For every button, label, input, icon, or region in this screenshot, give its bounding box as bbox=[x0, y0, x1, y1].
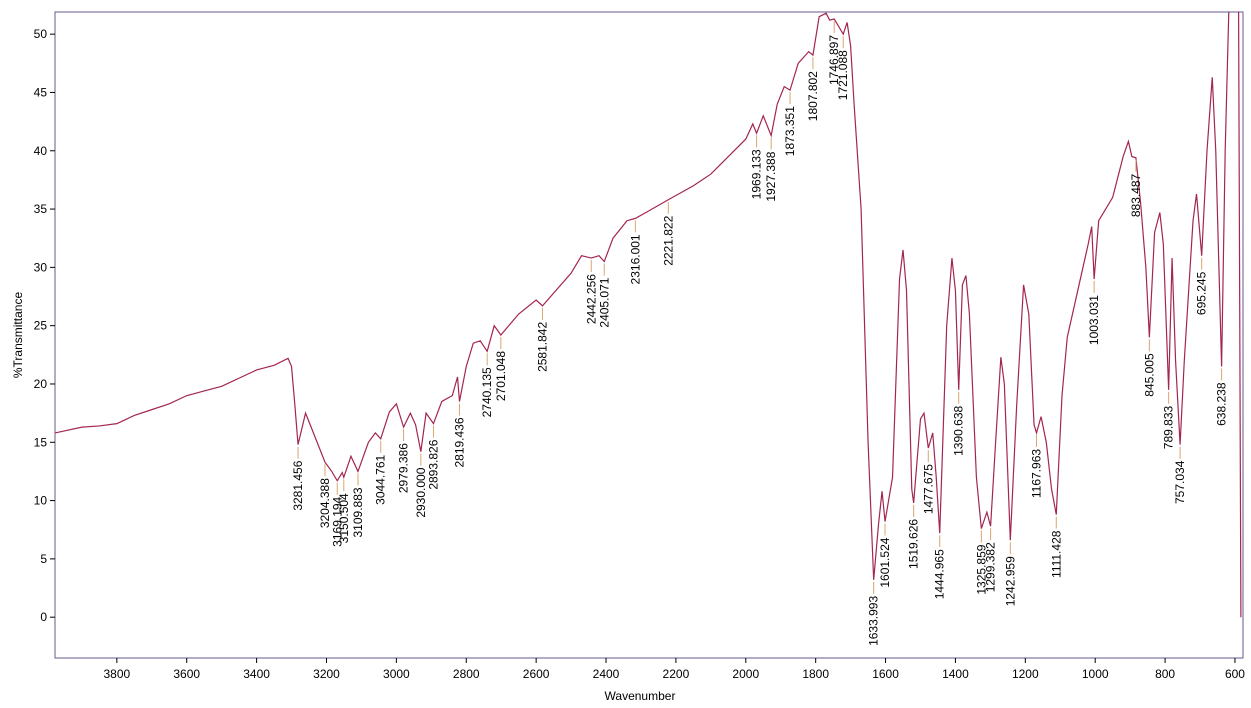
x-axis-label: Wavenumber bbox=[605, 689, 676, 703]
y-tick-label: 35 bbox=[34, 202, 48, 216]
peak-label: 757.034 bbox=[1173, 460, 1187, 504]
peak-label: 2442.256 bbox=[584, 274, 598, 324]
peak-label: 695.245 bbox=[1195, 271, 1209, 315]
peak-label: 1969.133 bbox=[750, 149, 764, 199]
y-tick-label: 25 bbox=[34, 319, 48, 333]
plot-area bbox=[55, 12, 1242, 618]
x-tick-label: 1400 bbox=[942, 667, 969, 681]
peak-label: 1477.675 bbox=[921, 464, 935, 514]
x-tick-label: 600 bbox=[1225, 667, 1245, 681]
peak-label: 2316.001 bbox=[628, 234, 642, 284]
peak-label: 1111.428 bbox=[1049, 530, 1063, 578]
plot-frame bbox=[54, 11, 1244, 659]
peak-label: 3204.388 bbox=[318, 478, 332, 528]
x-tick-label: 2000 bbox=[732, 667, 759, 681]
peak-label: 1519.626 bbox=[907, 519, 921, 569]
peak-label: 2979.386 bbox=[397, 443, 411, 493]
peak-label: 1167.963 bbox=[1030, 449, 1044, 498]
x-tick-label: 2600 bbox=[523, 667, 550, 681]
peak-label: 2221.822 bbox=[661, 215, 675, 265]
peak-label: 845.005 bbox=[1142, 353, 1156, 397]
peak-label: 3044.761 bbox=[374, 454, 388, 504]
peak-label: 3109.883 bbox=[351, 487, 365, 537]
peak-label: 2930.000 bbox=[414, 467, 428, 517]
x-tick-label: 1600 bbox=[872, 667, 899, 681]
spectrum-line bbox=[55, 12, 1242, 618]
x-tick-label: 1200 bbox=[1012, 667, 1039, 681]
x-tick-label: 2400 bbox=[593, 667, 620, 681]
x-tick-label: 3400 bbox=[243, 667, 270, 681]
peak-label: 2893.826 bbox=[426, 439, 440, 489]
peak-label: 1873.351 bbox=[783, 106, 797, 156]
peak-label: 1242.959 bbox=[1003, 556, 1017, 606]
x-tick-label: 800 bbox=[1155, 667, 1175, 681]
y-tick-label: 40 bbox=[34, 144, 48, 158]
x-tick-label: 1800 bbox=[802, 667, 829, 681]
y-tick-label: 10 bbox=[34, 494, 48, 508]
peak-label: 1444.965 bbox=[933, 549, 947, 599]
x-tick-label: 1000 bbox=[1082, 667, 1109, 681]
peak-label: 3281.456 bbox=[291, 460, 305, 510]
x-tick-label: 2800 bbox=[453, 667, 480, 681]
peak-label: 1633.993 bbox=[867, 596, 881, 646]
peak-label: 638.238 bbox=[1215, 382, 1229, 426]
peak-label: 1746.897 bbox=[827, 35, 841, 85]
peak-label: 2740.135 bbox=[480, 367, 494, 417]
peak-label: 2701.048 bbox=[494, 351, 508, 401]
peak-label: 1299.382 bbox=[984, 542, 998, 592]
peak-label: 1721.088 bbox=[836, 50, 850, 100]
y-tick-label: 50 bbox=[34, 27, 48, 41]
peak-label: 2819.436 bbox=[452, 417, 466, 467]
peak-label: 3169.194 bbox=[330, 496, 344, 546]
peak-label: 2405.071 bbox=[597, 277, 611, 327]
x-tick-label: 3000 bbox=[383, 667, 410, 681]
y-tick-label: 30 bbox=[34, 260, 48, 274]
y-tick-label: 20 bbox=[34, 377, 48, 391]
y-tick-label: 15 bbox=[34, 435, 48, 449]
peak-label: 1390.638 bbox=[952, 405, 966, 455]
y-tick-label: 0 bbox=[40, 610, 47, 624]
x-tick-label: 2200 bbox=[663, 667, 690, 681]
x-tick-label: 3200 bbox=[313, 667, 340, 681]
x-tick-label: 3800 bbox=[103, 667, 130, 681]
y-tick-label: 5 bbox=[40, 552, 47, 566]
peak-label: 2581.842 bbox=[535, 322, 549, 372]
y-axis-label: %Transmittance bbox=[11, 292, 25, 379]
peak-label: 1601.524 bbox=[878, 537, 892, 587]
peak-label: 3150.504 bbox=[337, 493, 351, 543]
peak-label: 1003.031 bbox=[1087, 295, 1101, 345]
peak-label: 1927.388 bbox=[764, 151, 778, 201]
peak-label: 1807.802 bbox=[806, 71, 820, 121]
x-tick-label: 3600 bbox=[173, 667, 200, 681]
peak-label: 789.833 bbox=[1162, 405, 1176, 449]
peak-label: 1325.859 bbox=[974, 544, 988, 594]
peak-label: 883.487 bbox=[1129, 173, 1143, 217]
y-tick-label: 45 bbox=[34, 85, 48, 99]
